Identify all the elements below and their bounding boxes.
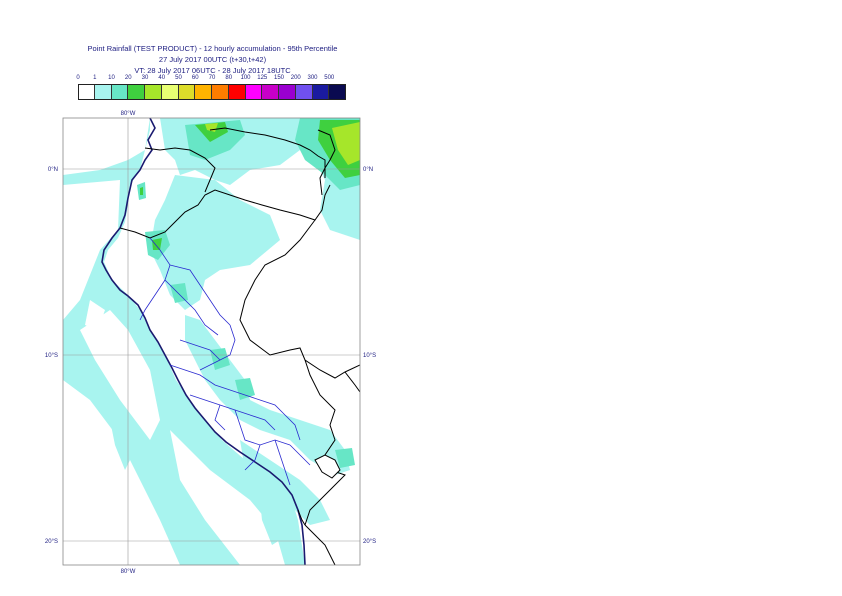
legend-tick-label: 1 [93, 75, 97, 81]
rain-cell-11 [210, 348, 230, 370]
map-frame [62, 117, 361, 566]
rain-southern-andes [240, 440, 330, 525]
legend-tick-label: 100 [240, 75, 251, 81]
coastline [101, 118, 306, 565]
offshore-clear-2 [63, 180, 120, 320]
offshore-clear-3 [80, 310, 160, 440]
border-peru-chile [297, 509, 306, 526]
legend-tick-label: 10 [108, 75, 115, 81]
lat-label-right-0: 0°N [363, 167, 373, 173]
lat-label-left-10s: 10°S [45, 353, 58, 359]
run-time-subtitle: 27 July 2017 00UTC (t+30,t+42) [158, 55, 267, 64]
border-peru-brazil [239, 219, 360, 379]
legend-tick-label: 70 [208, 75, 216, 81]
legend-tick-label: 500 [324, 75, 335, 81]
legend-tick-label: 50 [175, 75, 182, 81]
colorbar-frame [78, 84, 346, 100]
coastal-streak-2 [260, 500, 280, 545]
legend-tick-label: 80 [225, 75, 233, 81]
lon-label-bottom: 80°W [121, 569, 136, 575]
legend-swatch [111, 84, 129, 100]
legend-swatch [228, 84, 246, 100]
rain-cell-6 [332, 122, 360, 165]
legend-swatch [212, 84, 229, 100]
lon-label-top: 80°W [121, 111, 136, 117]
coastal-streak-1 [110, 420, 130, 470]
legend-tick-label: 30 [141, 75, 149, 81]
lat-label-left-20s: 20°S [45, 539, 58, 545]
regional-boundaries [139, 237, 311, 486]
chart-title: Point Rainfall (TEST PRODUCT) - 12 hourl… [87, 44, 338, 53]
lat-label-right-10s: 10°S [363, 353, 376, 359]
border-bolivia-chile [304, 524, 336, 565]
legend-swatch [178, 84, 196, 100]
border-ecuador-peru [119, 184, 331, 239]
legend-swatch [245, 84, 263, 100]
rain-andes-north [150, 175, 280, 310]
legend-tick-label: 125 [257, 75, 268, 81]
legend-tick-label: 150 [273, 75, 285, 81]
border-bolivia-brazil [344, 371, 360, 393]
rain-cell-10 [140, 187, 143, 195]
lat-label-right-20s: 20°S [363, 539, 376, 545]
legend-swatch [312, 84, 330, 100]
legend-swatch [94, 84, 112, 100]
legend-swatch [195, 84, 212, 100]
offshore-clear-5 [170, 430, 285, 565]
legend-swatch [78, 84, 95, 100]
border-colombia-ecuador [144, 147, 216, 193]
border-colombia-venezuela [209, 127, 326, 178]
legend-tick-label: 200 [290, 75, 301, 81]
lake-titicaca [314, 454, 341, 479]
rain-cell-8 [152, 238, 162, 250]
rain-cell-13 [335, 448, 355, 468]
legend-swatch [161, 84, 179, 100]
rain-cell-2 [195, 122, 228, 142]
legend-tick-label: 40 [158, 75, 166, 81]
legend-swatch [145, 84, 162, 100]
validity-time-subtitle: VT: 28 July 2017 06UTC - 28 July 2017 18… [134, 66, 291, 75]
offshore-clear-6 [63, 380, 180, 565]
offshore-clear-4 [85, 300, 105, 330]
border-colombia-brazil [317, 129, 336, 196]
legend-swatch [279, 84, 296, 100]
legend-tick-label: 300 [307, 75, 318, 81]
legend-tick-label: 20 [124, 75, 132, 81]
legend-tick-label: 60 [191, 75, 199, 81]
lat-label-left-0: 0°N [48, 167, 58, 173]
rain-cell-12 [235, 378, 255, 400]
legend-tick-label: 0 [76, 75, 80, 81]
legend-swatch [262, 84, 279, 100]
legend-swatch [128, 84, 145, 100]
legend-swatch [295, 84, 313, 100]
